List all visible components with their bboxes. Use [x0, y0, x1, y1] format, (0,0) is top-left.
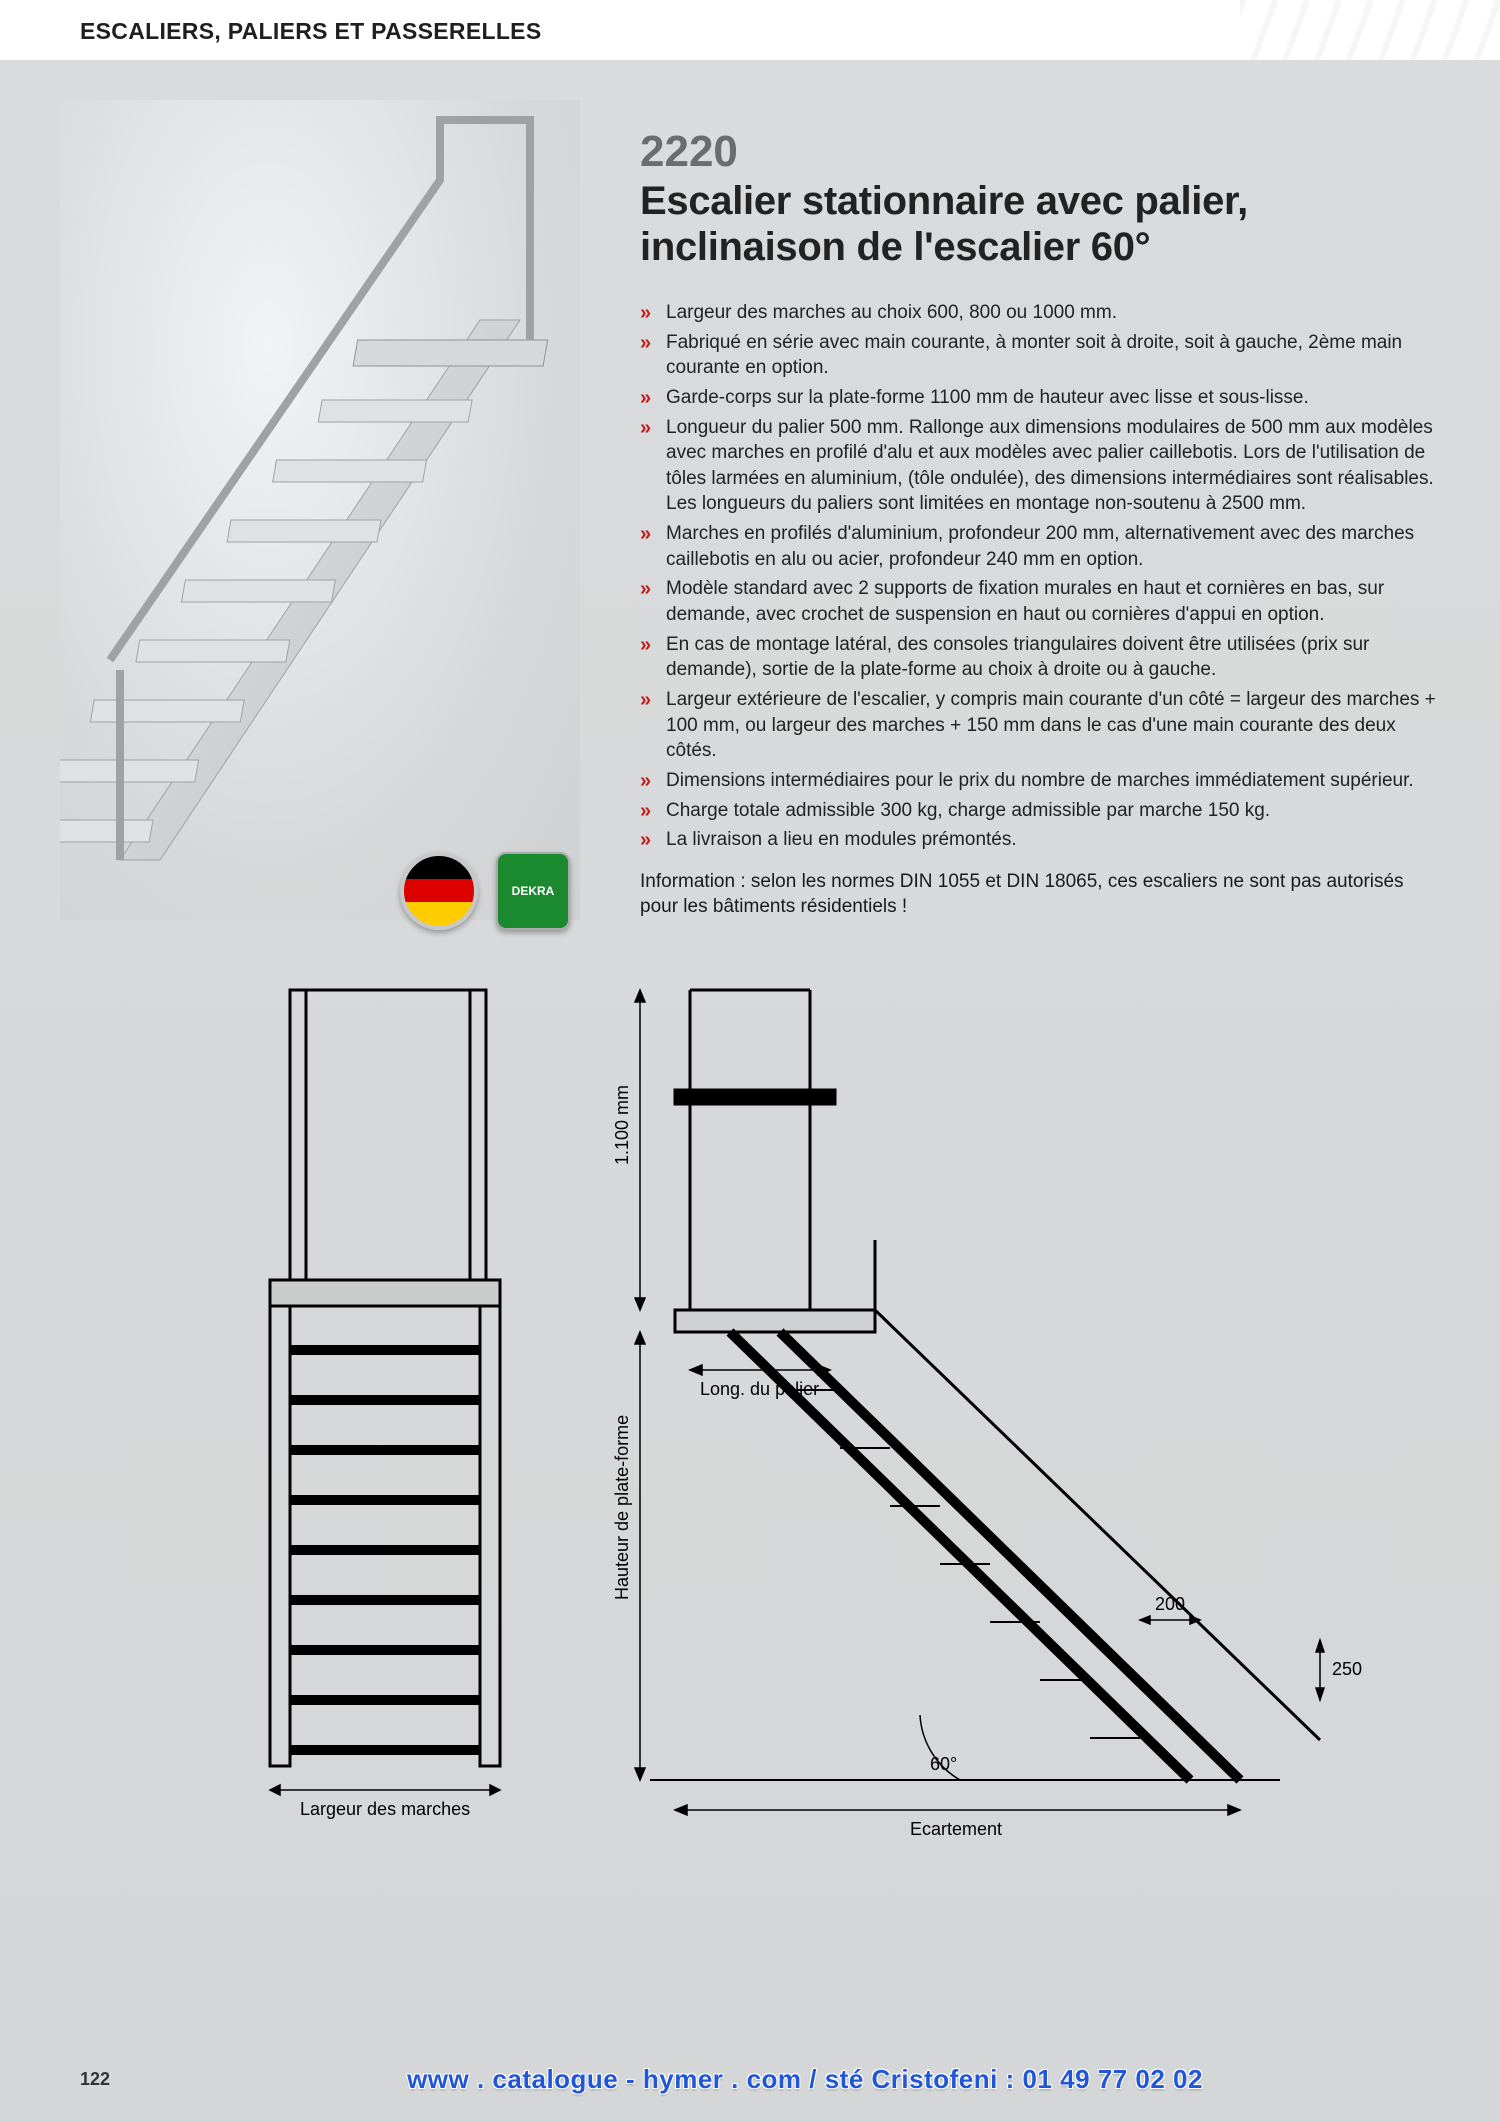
feature-item: Largeur extérieure de l'escalier, y comp…	[640, 687, 1440, 764]
certification-badges: DEKRA	[400, 852, 570, 930]
product-number: 2220	[640, 130, 1440, 174]
platform-height-label: Hauteur de plate-forme	[612, 1415, 632, 1600]
footer-url: www . catalogue - hymer . com / sté Cris…	[110, 2064, 1500, 2095]
front-elevation-svg: Largeur des marches	[100, 980, 540, 1840]
guardrail-height-label: 1.100 mm	[612, 1085, 632, 1165]
spread-label: Ecartement	[910, 1819, 1002, 1839]
page-number: 122	[0, 2069, 110, 2090]
feature-item: Dimensions intermédiaires pour le prix d…	[640, 768, 1440, 794]
dekra-label: DEKRA	[512, 884, 555, 898]
rise-label: 250	[1332, 1659, 1362, 1679]
section-header: ESCALIERS, PALIERS ET PASSERELLES	[0, 0, 1500, 60]
product-text-column: 2220 Escalier stationnaire avec palier, …	[640, 100, 1440, 920]
feature-item: Largeur des marches au choix 600, 800 ou…	[640, 300, 1440, 326]
content-row: DEKRA 2220 Escalier stationnaire avec pa…	[0, 60, 1500, 920]
dekra-badge-icon: DEKRA	[496, 852, 570, 930]
page-footer: 122 www . catalogue - hymer . com / sté …	[0, 2054, 1500, 2104]
angle-label: 60°	[930, 1754, 957, 1774]
feature-item: Garde-corps sur la plate-forme 1100 mm d…	[640, 385, 1440, 411]
technical-diagrams: Largeur des marches	[0, 920, 1500, 1845]
section-title: ESCALIERS, PALIERS ET PASSERELLES	[80, 18, 1500, 45]
catalog-page: ESCALIERS, PALIERS ET PASSERELLES	[0, 0, 1500, 2122]
feature-item: La livraison a lieu en modules prémontés…	[640, 827, 1440, 853]
feature-item: Charge totale admissible 300 kg, charge …	[640, 798, 1440, 824]
front-elevation-diagram: Largeur des marches	[100, 980, 540, 1845]
side-elevation-diagram: 1.100 mm Hauteur de plate-forme Long. du…	[580, 980, 1440, 1845]
step-depth-label: 200	[1155, 1594, 1185, 1614]
step-width-label: Largeur des marches	[300, 1799, 470, 1819]
stair-render-icon	[60, 100, 580, 920]
feature-item: Marches en profilés d'aluminium, profond…	[640, 521, 1440, 572]
product-title: Escalier stationnaire avec palier, incli…	[640, 178, 1440, 270]
info-note: Information : selon les normes DIN 1055 …	[640, 869, 1440, 920]
product-photo	[60, 100, 580, 920]
product-photo-column: DEKRA	[60, 100, 600, 920]
feature-item: En cas de montage latéral, des consoles …	[640, 632, 1440, 683]
feature-item: Longueur du palier 500 mm. Rallonge aux …	[640, 415, 1440, 518]
feature-list: Largeur des marches au choix 600, 800 ou…	[640, 300, 1440, 853]
platform-length-label: Long. du palier	[700, 1379, 819, 1399]
feature-item: Fabriqué en série avec main courante, à …	[640, 330, 1440, 381]
side-elevation-svg: 1.100 mm Hauteur de plate-forme Long. du…	[580, 980, 1400, 1840]
made-in-germany-badge-icon	[400, 852, 478, 930]
feature-item: Modèle standard avec 2 supports de fixat…	[640, 576, 1440, 627]
